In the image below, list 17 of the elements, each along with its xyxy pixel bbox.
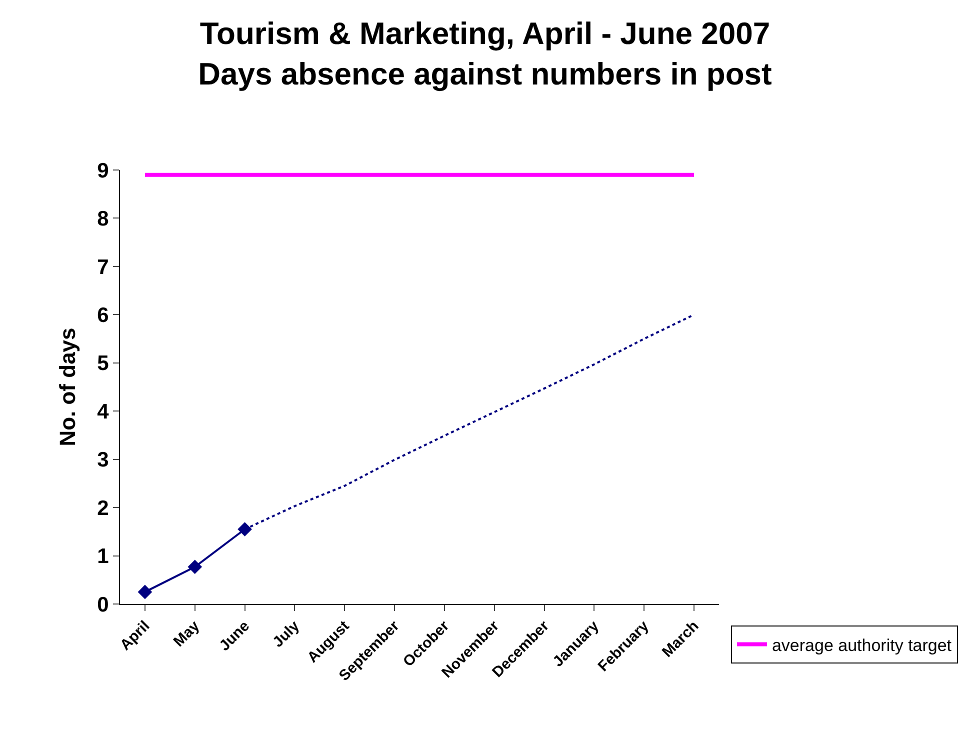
y-tick-label: 1 (97, 545, 110, 568)
point (138, 584, 152, 600)
y-axis-title: No. of days (54, 328, 80, 446)
y-tick-label: 4 (97, 400, 110, 424)
y-tick-label: 9 (97, 159, 109, 182)
x-tick-label: May (170, 617, 204, 650)
y-tick-label: 2 (97, 496, 109, 520)
chart-title: Tourism & Marketing, April - June 2007 Days absence against numbers in post (198, 16, 772, 92)
y-tick-label: 8 (97, 208, 110, 231)
point (188, 560, 202, 574)
y-tick-label: 3 (97, 448, 109, 472)
y-tick-label: 5 (97, 352, 110, 376)
y-tick-label: 7 (97, 256, 109, 279)
point (238, 522, 252, 536)
y-tick-label: 0 (97, 593, 109, 616)
legend-label: average authority target (772, 636, 952, 655)
y-tick-label: 6 (97, 304, 109, 328)
